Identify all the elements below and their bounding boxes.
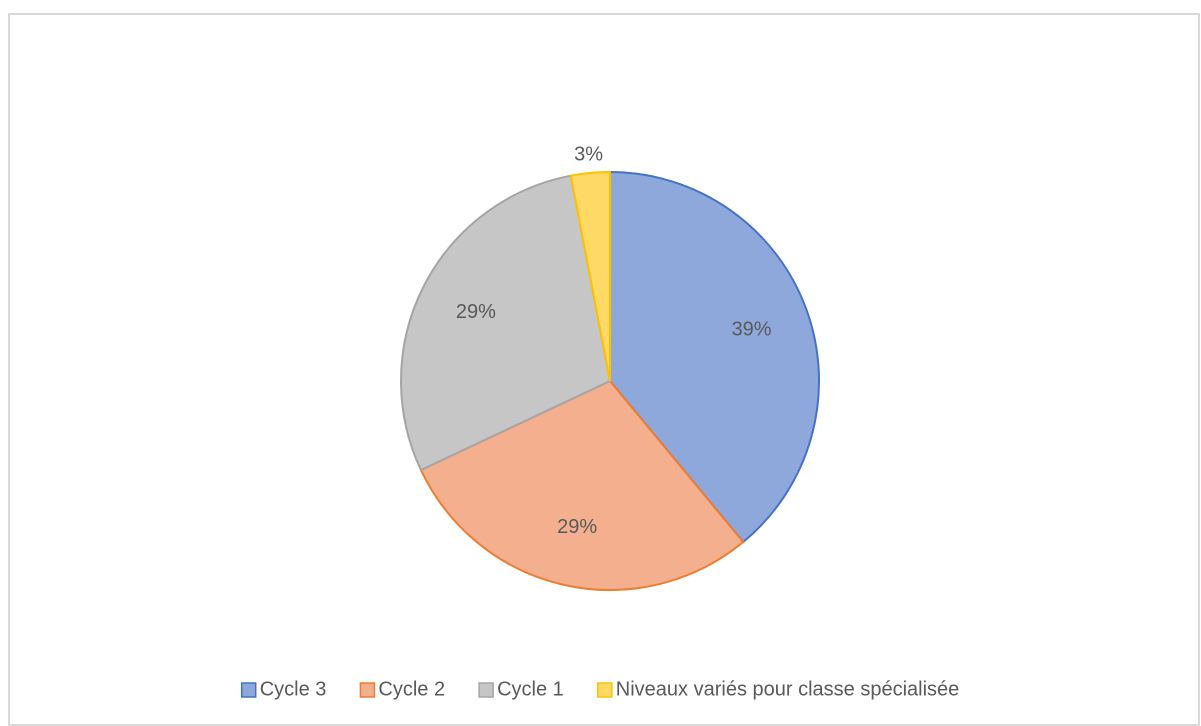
data-label: 3% <box>574 143 603 165</box>
legend-label: Niveaux variés pour classe spécialisée <box>616 678 960 700</box>
legend-swatch <box>359 682 376 698</box>
pie-slice <box>400 174 612 472</box>
pie-slice <box>569 170 611 382</box>
legend-label: Cycle 1 <box>497 678 564 700</box>
pie-slice <box>609 170 820 544</box>
data-label: 39% <box>732 318 772 340</box>
legend-swatch <box>597 682 613 698</box>
legend-swatch <box>240 682 257 698</box>
data-label: 29% <box>557 516 597 538</box>
legend-label: Cycle 3 <box>260 678 327 700</box>
pie-slice <box>419 379 745 591</box>
legend-swatch <box>478 682 494 698</box>
data-label: 29% <box>456 301 496 323</box>
legend-label: Cycle 2 <box>378 678 445 700</box>
